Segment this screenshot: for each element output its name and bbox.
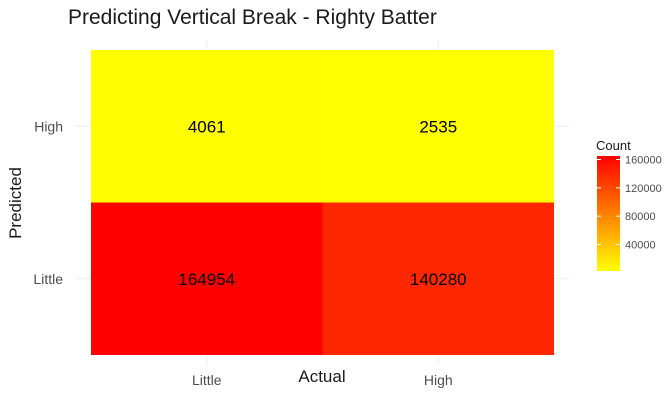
cell-value-label: 2535: [419, 117, 457, 136]
x-axis-title: Actual: [298, 367, 345, 386]
legend-tick-label: 160000: [625, 155, 662, 167]
legend-title: Count: [596, 138, 631, 153]
heatmap-cell: [91, 50, 323, 203]
heatmap-cell: [322, 50, 554, 203]
legend-tick-label: 80000: [625, 211, 656, 223]
legend: Count 40000 80000 120000 160000: [596, 138, 662, 271]
y-axis-title: Predicted: [6, 167, 25, 239]
legend-tick-label: 120000: [625, 183, 662, 195]
cell-value-label: 164954: [178, 270, 235, 289]
y-tick-label: Little: [33, 271, 63, 287]
heatmap-cell: [322, 202, 554, 355]
chart-title: Predicting Vertical Break - Righty Batte…: [68, 6, 437, 29]
x-tick-label: Little: [192, 372, 222, 388]
axis-ticks: Little High Little High: [33, 118, 452, 388]
y-tick-label: High: [34, 118, 63, 134]
cell-value-label: 4061: [188, 117, 226, 136]
cell-value-label: 140280: [410, 270, 467, 289]
heatmap-cell: [91, 202, 323, 355]
heatmap-cells: 4061 2535 164954 140280: [91, 50, 554, 355]
legend-colorbar: [597, 156, 620, 271]
legend-tick-label: 40000: [625, 239, 656, 251]
x-tick-label: High: [424, 372, 453, 388]
